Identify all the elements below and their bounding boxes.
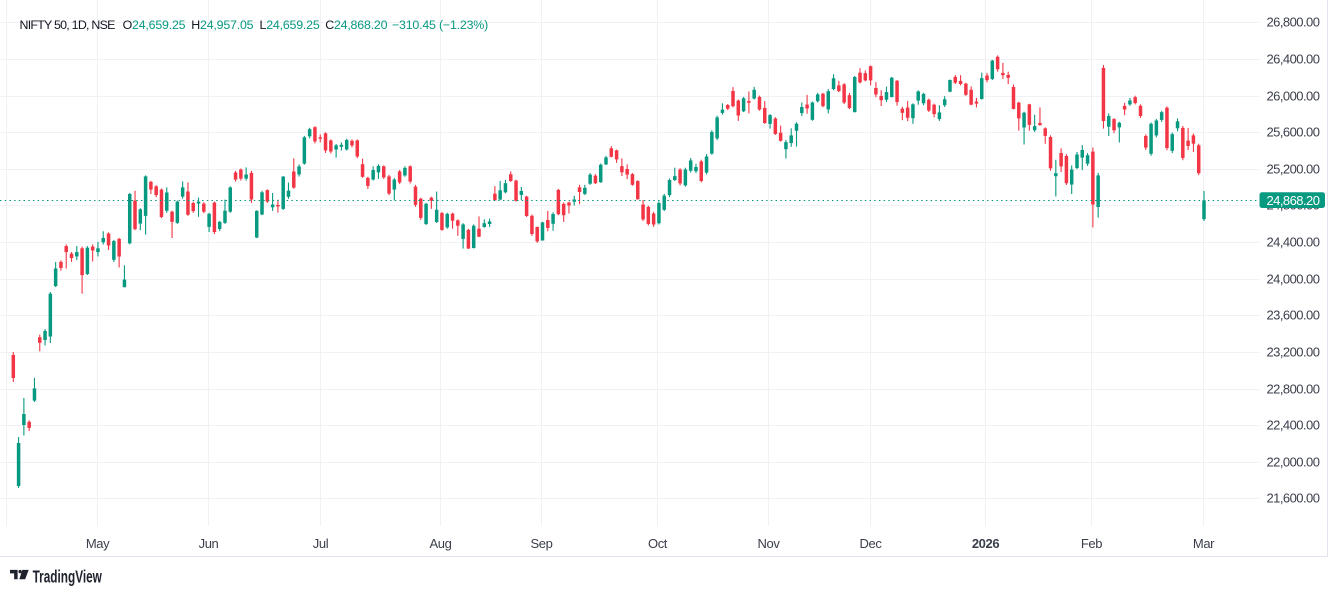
svg-text:24,868.20: 24,868.20 xyxy=(1267,193,1320,208)
svg-text:22,000.00: 22,000.00 xyxy=(1267,454,1320,469)
svg-text:2026: 2026 xyxy=(972,536,999,551)
svg-text:23,200.00: 23,200.00 xyxy=(1267,344,1320,359)
svg-text:25,600.00: 25,600.00 xyxy=(1267,124,1320,139)
svg-text:Jun: Jun xyxy=(199,536,219,551)
svg-text:26,000.00: 26,000.00 xyxy=(1267,88,1320,103)
svg-text:TradingView: TradingView xyxy=(33,567,103,587)
svg-text:24,400.00: 24,400.00 xyxy=(1267,234,1320,249)
svg-text:25,200.00: 25,200.00 xyxy=(1267,161,1320,176)
svg-text:23,600.00: 23,600.00 xyxy=(1267,307,1320,322)
svg-text:Jul: Jul xyxy=(313,536,329,551)
svg-text:Dec: Dec xyxy=(860,536,883,551)
svg-text:26,800.00: 26,800.00 xyxy=(1267,14,1320,29)
svg-text:22,800.00: 22,800.00 xyxy=(1267,381,1320,396)
svg-text:Feb: Feb xyxy=(1081,536,1102,551)
svg-text:24,000.00: 24,000.00 xyxy=(1267,271,1320,286)
svg-text:Oct: Oct xyxy=(648,536,668,551)
svg-text:26,400.00: 26,400.00 xyxy=(1267,51,1320,66)
svg-text:Aug: Aug xyxy=(430,536,452,551)
svg-text:Mar: Mar xyxy=(1193,536,1215,551)
svg-text:Nov: Nov xyxy=(758,536,781,551)
svg-text:21,600.00: 21,600.00 xyxy=(1267,490,1320,505)
svg-text:Sep: Sep xyxy=(531,536,553,551)
svg-text:May: May xyxy=(86,536,110,551)
svg-text:22,400.00: 22,400.00 xyxy=(1267,417,1320,432)
